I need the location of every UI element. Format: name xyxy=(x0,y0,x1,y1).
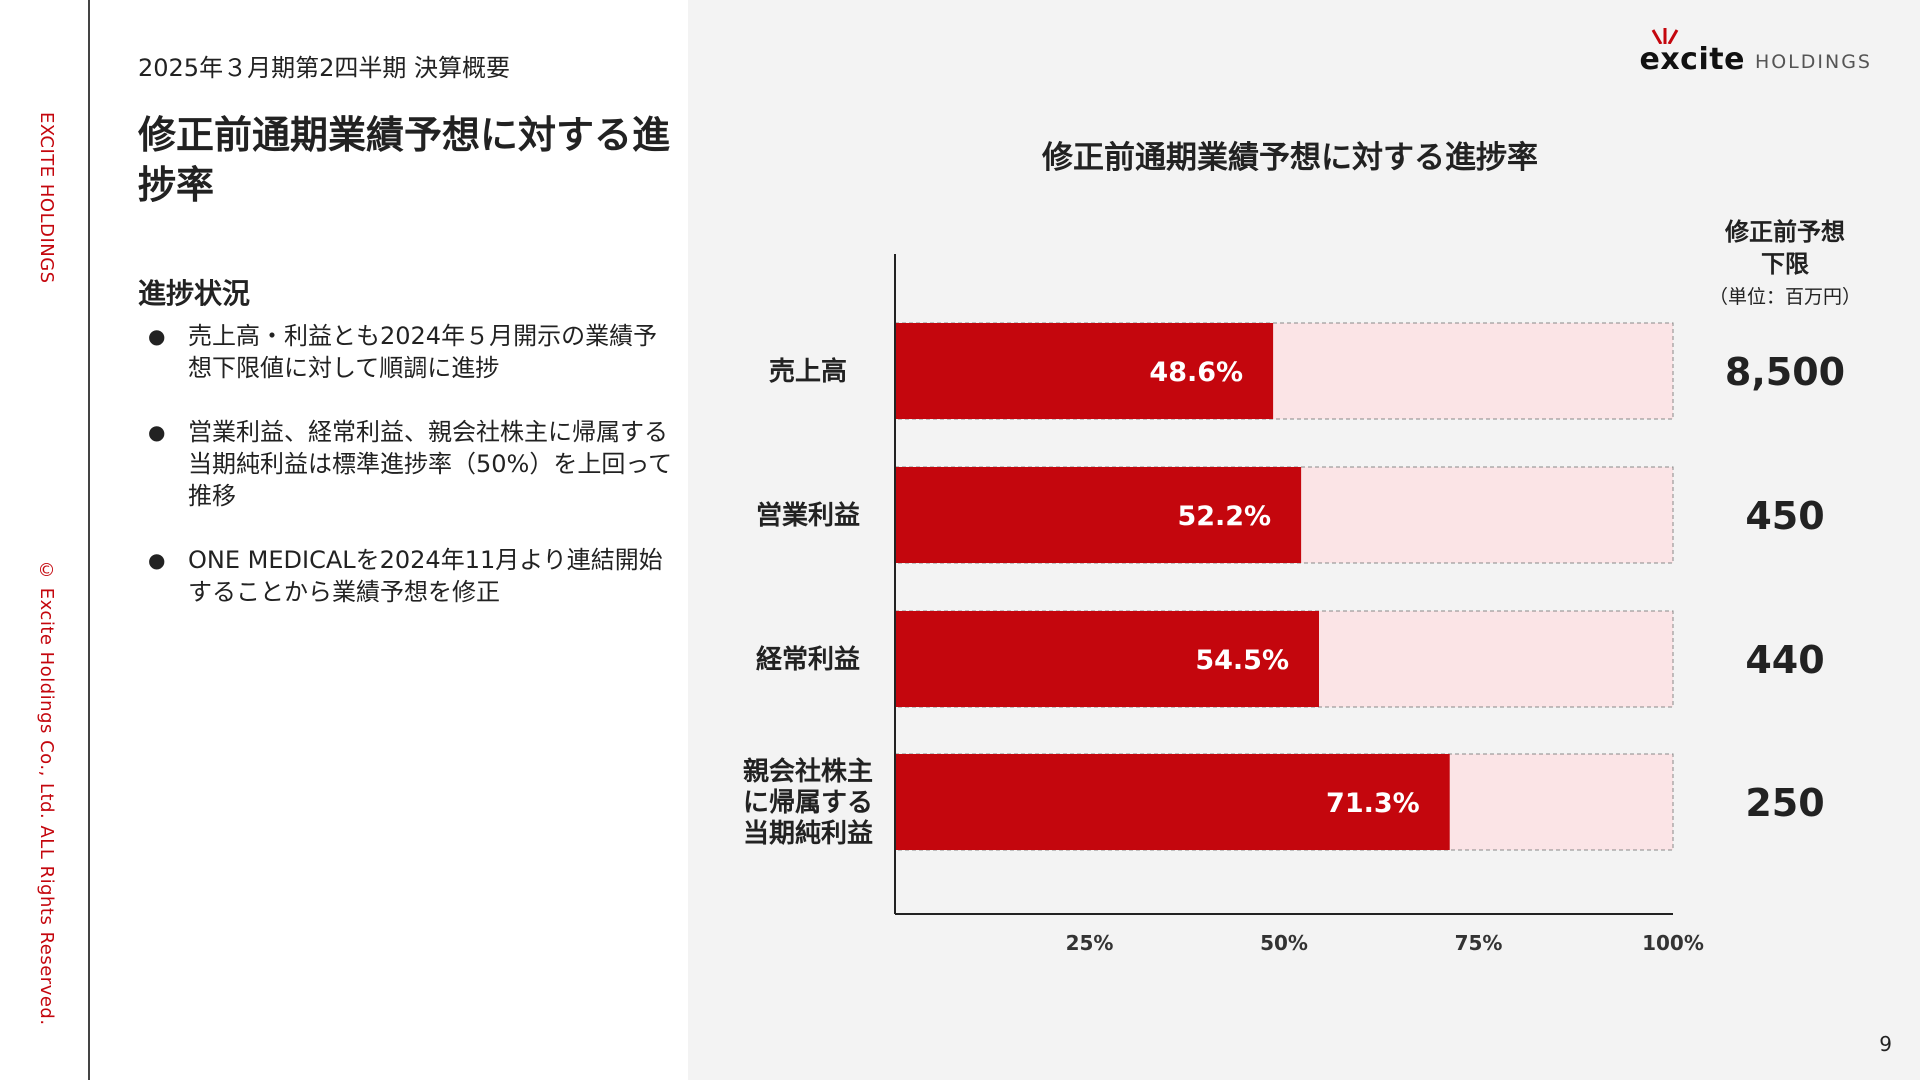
bullet-text: 営業利益、経常利益、親会社株主に帰属する当期純利益は標準進捗率（50%）を上回っ… xyxy=(188,418,673,510)
page-number: 9 xyxy=(1879,1032,1892,1056)
bar-value-label: 48.6% xyxy=(1149,357,1243,388)
x-tick-label: 75% xyxy=(1455,931,1503,955)
bar xyxy=(895,323,1274,419)
forecast-header-title: 修正前予想 下限 xyxy=(1725,218,1845,278)
bullet-text: ONE MEDICALを2024年11月より連結開始することから業績予想を修正 xyxy=(188,546,663,606)
bar-value-label: 54.5% xyxy=(1195,645,1289,676)
bullet-dot-icon: ● xyxy=(148,420,166,444)
logo-subtitle: HOLDINGS xyxy=(1754,51,1872,73)
sidebar-divider xyxy=(88,0,90,1080)
bullet-item: ● ONE MEDICALを2024年11月より連結開始することから業績予想を修正 xyxy=(138,544,678,608)
forecast-header-unit: （単位：百万円） xyxy=(1708,286,1861,308)
document-title: 2025年３月期第2四半期 決算概要 xyxy=(138,54,510,82)
bullet-dot-icon: ● xyxy=(148,324,166,348)
logo-mark: excite xyxy=(1639,28,1745,77)
bar xyxy=(895,467,1302,563)
bar xyxy=(895,754,1450,850)
category-label: 経常利益 xyxy=(756,644,860,675)
forecast-value: 440 xyxy=(1745,638,1824,682)
sidebar-copyright: © Excite Holdings Co., Ltd. ALL Rights R… xyxy=(36,560,57,1026)
bar-value-label: 71.3% xyxy=(1326,788,1420,819)
bar-value-label: 52.2% xyxy=(1177,501,1271,532)
category-label: 営業利益 xyxy=(756,501,860,531)
bullet-item: ● 売上高・利益とも2024年５月開示の業績予想下限値に対して順調に進捗 xyxy=(138,320,678,384)
forecast-value: 250 xyxy=(1745,781,1824,825)
bullet-text: 売上高・利益とも2024年５月開示の業績予想下限値に対して順調に進捗 xyxy=(188,322,658,382)
category-label: 親会社株主に帰属する当期純利益 xyxy=(743,756,873,849)
bullet-dot-icon: ● xyxy=(148,548,166,572)
left-panel xyxy=(0,0,688,1080)
section-heading: 進捗状況 xyxy=(138,277,251,310)
forecast-value: 450 xyxy=(1745,494,1824,538)
slide-title: 修正前通期業績予想に対する進捗率 xyxy=(138,113,671,207)
x-tick-label: 25% xyxy=(1066,931,1114,955)
chart-title: 修正前通期業績予想に対する進捗率 xyxy=(1042,140,1538,176)
forecast-value: 8,500 xyxy=(1725,350,1845,394)
logo-rays-icon xyxy=(1652,28,1679,44)
bar xyxy=(895,611,1320,707)
x-tick-label: 50% xyxy=(1260,931,1308,955)
x-tick-label: 100% xyxy=(1642,931,1704,955)
category-label: 売上高 xyxy=(769,356,847,387)
sidebar-brand: EXCITE HOLDINGS xyxy=(36,112,57,284)
company-logo: excite HOLDINGS xyxy=(1639,28,1872,77)
forecast-column-header: 修正前予想 下限 （単位：百万円） xyxy=(1670,216,1900,309)
bullet-item: ● 営業利益、経常利益、親会社株主に帰属する当期純利益は標準進捗率（50%）を上回… xyxy=(138,416,678,512)
logo-wordmark: excite xyxy=(1639,42,1745,77)
bullet-list: ● 売上高・利益とも2024年５月開示の業績予想下限値に対して順調に進捗 ● 営業利… xyxy=(138,320,678,640)
